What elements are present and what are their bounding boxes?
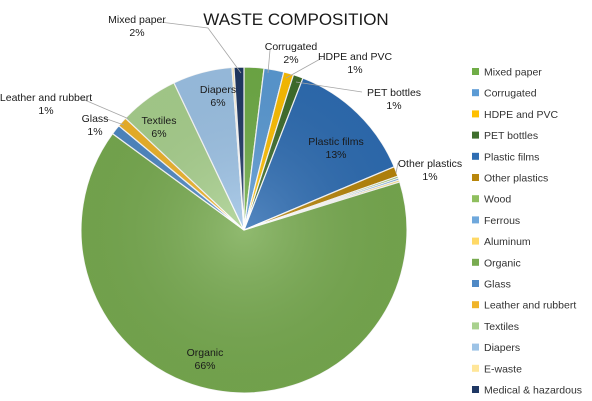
data-label-diapers: Diapers 6% — [200, 84, 236, 109]
data-label-leather-and-rubbert: Leather and rubbert 1% — [0, 92, 92, 117]
leader-line-mixed-paper — [159, 21, 242, 74]
data-label-plastic-films: Plastic films 13% — [308, 136, 363, 161]
data-label-pet-bottles: PET bottles 1% — [367, 87, 421, 112]
data-label-other-plastics: Other plastics 1% — [398, 158, 462, 183]
legend-entry-plastic-films: Plastic films — [484, 151, 539, 163]
legend-swatch-other-plastics — [472, 174, 479, 181]
leader-lines — [79, 21, 399, 174]
legend-entry-aluminum: Aluminum — [484, 236, 531, 248]
legend-swatch-organic — [472, 258, 479, 266]
legend-entry-ferrous: Ferrous — [484, 215, 520, 227]
legend-entry-mixed-paper: Mixed paper — [484, 67, 542, 79]
legend-entry-wood: Wood — [484, 194, 511, 206]
data-label-mixed-paper: Mixed paper 2% — [108, 14, 166, 39]
leader-line-other-plastics — [395, 162, 399, 174]
legend-entry-organic: Organic — [484, 257, 521, 269]
legend-swatch-e-waste — [472, 364, 479, 372]
chart-title: WASTE COMPOSITION — [203, 10, 388, 29]
legend-swatch-pet-bottles — [472, 131, 479, 139]
data-label-glass: Glass 1% — [82, 113, 109, 138]
leader-line-pet-bottles — [295, 81, 363, 93]
legend-entry-medical-and-hazardous: Medical & hazardous — [484, 385, 582, 397]
pie-slices — [80, 66, 408, 394]
legend-swatch-mixed-paper — [472, 68, 479, 75]
leader-line-glass — [103, 117, 125, 126]
data-label-hdpe-and-pvc: HDPE and PVC 1% — [318, 51, 393, 76]
legend-swatch-ferrous — [472, 216, 479, 224]
data-label-textiles: Textiles 6% — [141, 115, 176, 140]
legend-swatch-plastic-films — [472, 152, 479, 160]
legend-entry-corrugated: Corrugated — [484, 88, 537, 100]
legend-entry-leather-and-rubbert: Leather and rubbert — [484, 300, 576, 312]
legend-swatch-corrugated — [472, 89, 479, 97]
legend-entry-textiles: Textiles — [484, 321, 519, 333]
slice-labels: Mixed paper 2% Corrugated 2% HDPE and PVC 1% P… — [0, 14, 462, 372]
legend-swatch-leather-and-rubbert — [472, 301, 479, 309]
leader-line-leather-and-rubbert — [79, 97, 130, 120]
legend-swatch-medical-and-hazardous — [472, 386, 479, 393]
legend-swatch-textiles — [472, 322, 479, 330]
legend-entry-e-waste: E-waste — [484, 363, 522, 375]
leader-line-hdpe-and-pvc — [285, 57, 323, 79]
legend-entry-glass: Glass — [484, 279, 511, 291]
legend-swatch-glass — [472, 280, 479, 287]
legend-entry-other-plastics: Other plastics — [484, 173, 548, 185]
legend-entry-pet-bottles: PET bottles — [484, 130, 538, 142]
data-label-corrugated: Corrugated 2% — [265, 41, 318, 66]
legend-swatch-diapers — [472, 343, 479, 351]
legend-swatch-aluminum — [472, 237, 479, 245]
data-label-organic: Organic 66% — [187, 347, 224, 372]
legend-entry-diapers: Diapers — [484, 342, 520, 354]
legend-swatch-hdpe-and-pvc — [472, 110, 479, 118]
leader-line-corrugated — [267, 49, 271, 74]
legend-swatch-wood — [472, 195, 479, 203]
legend-entry-hdpe-and-pvc: HDPE and PVC — [484, 109, 559, 121]
legend: Mixed paper Corrugated HDPE and PVC PET bot… — [472, 67, 582, 397]
